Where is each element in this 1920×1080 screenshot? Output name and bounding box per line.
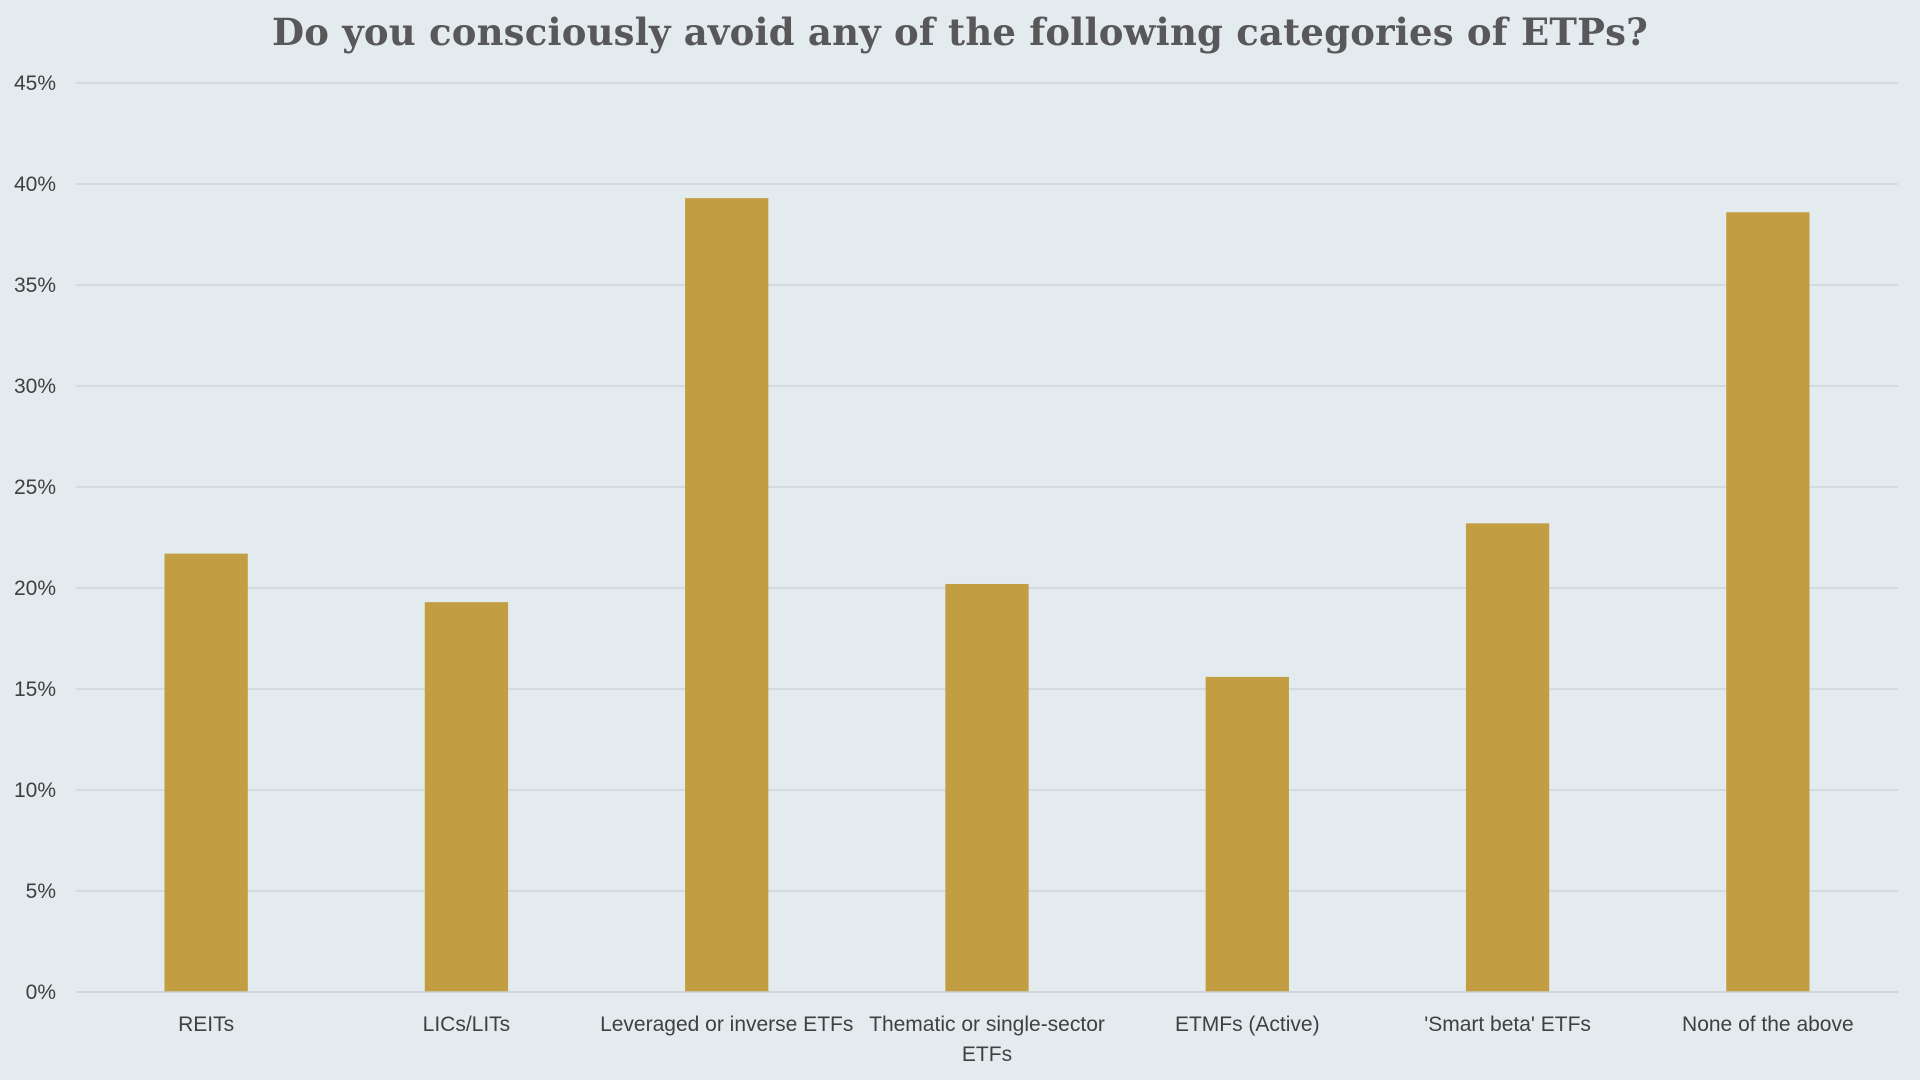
x-tick-label: LICs/LITs <box>423 1013 511 1036</box>
bar <box>164 553 248 992</box>
y-tick-label: 45% <box>14 72 56 95</box>
x-tick-label: REITs <box>178 1013 234 1036</box>
y-tick-label: 40% <box>14 173 56 196</box>
x-tick-label-line: LICs/LITs <box>423 1013 511 1036</box>
y-tick-label: 25% <box>14 476 56 499</box>
bar <box>1465 523 1550 992</box>
y-axis-tick-labels: 0% 5% 10% 15% 20% 25% 30% 35% 40% 45% <box>14 72 56 1004</box>
y-tick-label: 10% <box>14 779 56 802</box>
x-tick-label-line: Thematic or single-sector <box>869 1013 1105 1036</box>
x-tick-label: Leveraged or inverse ETFs <box>600 1013 853 1036</box>
x-tick-label: ETMFs (Active) <box>1175 1013 1320 1036</box>
bars <box>164 198 1810 992</box>
y-tick-label: 5% <box>26 880 56 903</box>
x-tick-label-line: REITs <box>178 1013 234 1036</box>
bar <box>1726 212 1810 992</box>
x-tick-label-line: ETMFs (Active) <box>1175 1013 1320 1036</box>
y-tick-label: 30% <box>14 375 56 398</box>
bar <box>945 583 1029 992</box>
bar <box>424 602 509 992</box>
x-tick-label: 'Smart beta' ETFs <box>1424 1013 1591 1036</box>
bar <box>685 198 769 992</box>
x-tick-label-line: ETFs <box>962 1043 1012 1066</box>
x-tick-label: Thematic or single-sector ETFs <box>869 1013 1105 1066</box>
y-tick-label: 35% <box>14 274 56 297</box>
chart-title: Do you consciously avoid any of the foll… <box>271 10 1649 54</box>
x-axis-tick-labels: REITs LICs/LITs Leveraged or inverse ETFs T… <box>178 1013 1854 1066</box>
y-tick-label: 0% <box>26 981 56 1004</box>
bar <box>1205 676 1289 992</box>
y-tick-label: 15% <box>14 678 56 701</box>
x-tick-label-line: None of the above <box>1682 1013 1854 1036</box>
x-tick-label-line: Leveraged or inverse ETFs <box>600 1013 853 1036</box>
x-tick-label-line: 'Smart beta' ETFs <box>1424 1013 1591 1036</box>
x-tick-label: None of the above <box>1682 1013 1854 1036</box>
y-tick-label: 20% <box>14 577 56 600</box>
